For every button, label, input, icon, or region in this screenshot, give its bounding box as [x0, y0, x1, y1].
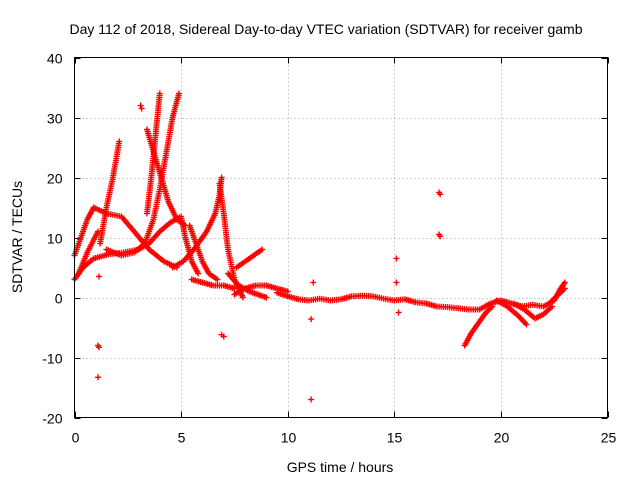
y-tick-label: 10: [47, 231, 63, 247]
data-point: [263, 294, 270, 301]
data-point: [96, 273, 103, 280]
y-tick-label: -10: [42, 351, 62, 367]
chart-title: Day 112 of 2018, Sidereal Day-to-day VTE…: [69, 21, 582, 37]
data-point: [239, 294, 246, 301]
data-point: [214, 276, 221, 283]
x-tick-label: 10: [281, 430, 297, 446]
x-tick-label: 15: [387, 430, 403, 446]
data-point: [308, 396, 315, 403]
data-point: [195, 270, 202, 277]
data-point: [138, 105, 145, 112]
y-tick-label: -20: [42, 411, 62, 427]
y-tick-label: 20: [47, 171, 63, 187]
tick-labels: 0 5 10 15 20 25 -20 -10 0 10 20 30 40: [42, 51, 616, 446]
plot-frame: [74, 57, 608, 418]
data-point: [94, 374, 101, 381]
x-tick-label: 5: [178, 430, 186, 446]
data-point: [116, 138, 123, 145]
x-tick-label: 25: [601, 430, 617, 446]
data-point: [523, 321, 530, 328]
data-point: [489, 303, 496, 310]
data-point: [308, 316, 315, 323]
data-point: [561, 279, 568, 286]
data-point: [310, 279, 317, 286]
y-tick-label: 40: [47, 51, 63, 67]
y-tick-label: 30: [47, 111, 63, 127]
data-points: [71, 90, 568, 403]
data-point: [96, 344, 103, 351]
data-point: [561, 285, 568, 292]
data-point: [94, 228, 101, 235]
x-axis-label: GPS time / hours: [287, 459, 394, 475]
data-point: [259, 246, 266, 253]
data-point: [218, 174, 225, 181]
y-axis-label: SDTVAR / TECUs: [9, 181, 25, 293]
x-tick-label: 0: [72, 430, 80, 446]
data-point: [231, 285, 238, 292]
data-point: [437, 233, 444, 240]
y-tick-label: 0: [55, 291, 63, 307]
data-point: [437, 191, 444, 198]
data-point: [220, 333, 227, 340]
data-point: [137, 102, 144, 109]
x-tick-label: 20: [494, 430, 510, 446]
data-point: [549, 303, 556, 310]
data-point: [156, 90, 163, 97]
axis-ticks: [74, 57, 609, 419]
data-point: [393, 279, 400, 286]
data-point: [393, 255, 400, 262]
data-point: [175, 90, 182, 97]
data-point: [395, 309, 402, 316]
